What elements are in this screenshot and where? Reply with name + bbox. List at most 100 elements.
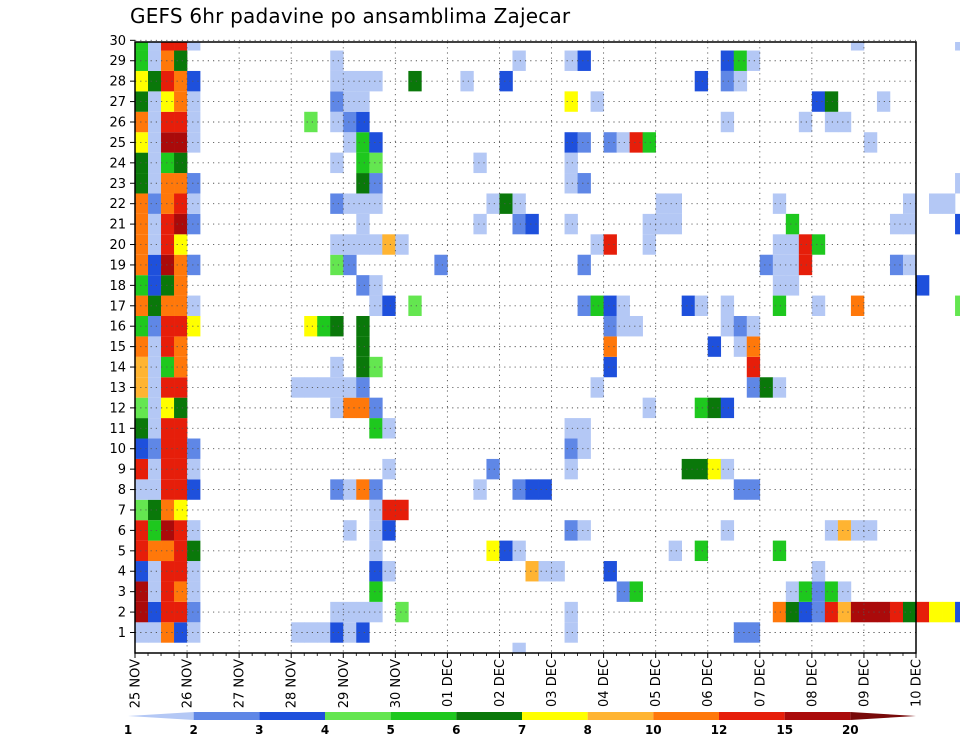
heatmap-cell [304, 377, 318, 398]
colorbar-label: 3 [255, 723, 263, 737]
heatmap-cell [135, 397, 149, 419]
heatmap-cell [876, 601, 891, 623]
heatmap-cell [616, 581, 630, 602]
heatmap-cell [733, 315, 748, 337]
heatmap-cell [330, 254, 344, 276]
heatmap-cell [408, 70, 422, 92]
heatmap-cell [161, 275, 175, 296]
heatmap-cell [798, 601, 813, 623]
heatmap-cell [564, 622, 578, 643]
heatmap-cell [356, 234, 370, 255]
heatmap-cell [811, 234, 826, 255]
heatmap-cell [486, 540, 500, 562]
heatmap-cell [148, 479, 162, 500]
heatmap-cell [135, 377, 149, 398]
heatmap-cell [955, 173, 960, 194]
heatmap-cell [369, 173, 383, 194]
heatmap-cell [382, 520, 396, 541]
heatmap-cell [512, 50, 526, 71]
heatmap-cell [772, 601, 787, 623]
heatmap-cell [343, 397, 357, 419]
y-tick-label: 1 [118, 626, 126, 641]
colorbar-label: 20 [842, 723, 859, 737]
heatmap-cell [356, 397, 370, 419]
heatmap-cell [772, 377, 787, 398]
heatmap-cell [629, 581, 643, 602]
heatmap-cell [148, 295, 162, 316]
x-tick-label: 03 DEC [545, 659, 560, 707]
y-tick-label: 29 [109, 54, 126, 69]
x-tick-label: 30 NOV [389, 659, 404, 708]
heatmap-cell [148, 418, 162, 439]
heatmap-cell [161, 70, 175, 92]
heatmap-cell [187, 254, 201, 276]
heatmap-cell [356, 601, 370, 623]
colorbar-swatch [390, 712, 457, 720]
heatmap-cell [174, 254, 188, 276]
x-tick-labels: 25 NOV 26 NOV 27 NOV 28 NOV 29 NOV 30 NOV 01 D… [129, 659, 925, 708]
heatmap-cell [369, 152, 383, 174]
colorbar-label: 12 [711, 723, 728, 737]
x-tick-label: 05 DEC [649, 659, 664, 707]
heatmap-cell [135, 295, 149, 316]
heatmap-cell [955, 213, 960, 235]
heatmap-cell [889, 213, 904, 235]
heatmap-cell [473, 152, 487, 174]
heatmap-cell [499, 193, 513, 214]
heatmap-cell [148, 234, 162, 255]
heatmap-cell [187, 438, 201, 459]
colorbar-label: 15 [776, 723, 793, 737]
heatmap-cell [148, 42, 162, 51]
heatmap-cell [798, 581, 813, 602]
heatmap-cell [135, 418, 149, 439]
x-tick-label: 27 NOV [233, 659, 248, 708]
heatmap-cell [187, 561, 201, 582]
heatmap-cell [161, 458, 175, 480]
heatmap-cell [590, 377, 604, 398]
heatmap-cell [942, 601, 956, 623]
y-tick-label: 19 [109, 258, 126, 273]
y-tick-label: 28 [109, 75, 126, 90]
heatmap-cell [564, 91, 578, 112]
heatmap-cell [174, 499, 188, 521]
colorbar-swatch [456, 712, 522, 720]
heatmap-cell [369, 132, 383, 153]
heatmap-cell [161, 234, 175, 255]
heatmap-cell [902, 213, 917, 235]
heatmap-cell [330, 70, 344, 92]
heatmap-cell [538, 479, 552, 500]
heatmap-cell [187, 520, 201, 541]
heatmap-cell [369, 479, 383, 500]
heatmap-cell [291, 377, 305, 398]
heatmap-cell [148, 254, 162, 276]
heatmap-cell [161, 152, 175, 174]
heatmap-cell [746, 336, 761, 357]
heatmap-cell [135, 234, 149, 255]
heatmap-cell [460, 70, 474, 92]
heatmap-cell [174, 479, 188, 500]
heatmap-cell [720, 50, 735, 71]
x-tick-label: 10 DEC [910, 659, 925, 707]
heatmap-cell [694, 397, 709, 419]
heatmap-cell [824, 601, 839, 623]
heatmap-cell [551, 561, 565, 582]
colorbar-label: 1 [124, 723, 132, 737]
heatmap-cell [499, 70, 513, 92]
heatmap-cell [785, 275, 800, 296]
heatmap-cell [161, 91, 175, 112]
heatmap-cell [135, 540, 149, 562]
heatmap-cell [174, 295, 188, 316]
heatmap-cell [187, 111, 201, 133]
heatmap-cell [616, 132, 630, 153]
heatmap-cell [135, 622, 149, 643]
heatmap-cell [161, 132, 175, 153]
heatmap-cell [707, 397, 722, 419]
heatmap-cell [135, 520, 149, 541]
heatmap-cell [902, 254, 917, 276]
y-tick-label: 17 [109, 299, 126, 314]
chart-title: GEFS 6hr padavine po ansamblima Zajecar [130, 4, 571, 28]
heatmap-cell [369, 275, 383, 296]
heatmap-cell [330, 356, 344, 378]
heatmap-cell [330, 601, 344, 623]
heatmap-cell [616, 315, 630, 337]
